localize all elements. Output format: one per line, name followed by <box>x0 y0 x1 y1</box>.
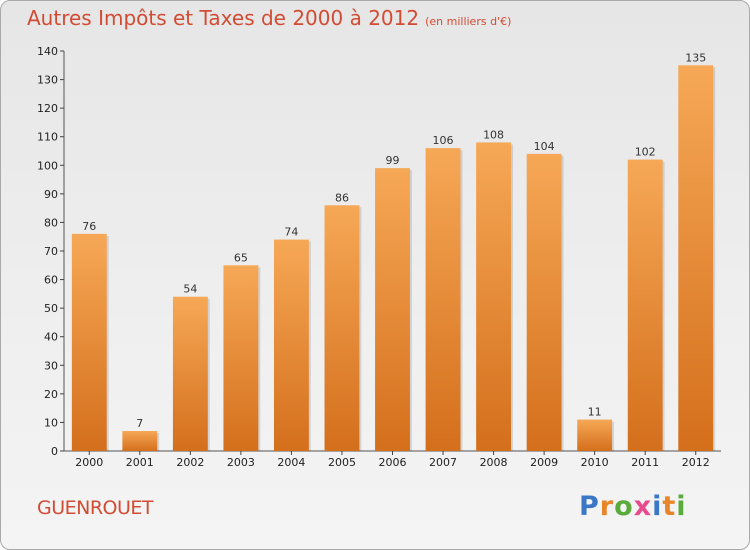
x-tick-label: 2009 <box>530 456 558 469</box>
bar-value-label: 102 <box>635 146 656 159</box>
bar <box>122 431 158 451</box>
logo-letter: o <box>614 491 634 522</box>
bar-value-label: 108 <box>483 128 504 141</box>
bar-value-label: 104 <box>534 140 555 153</box>
bar-value-label: 74 <box>284 226 298 239</box>
logo-letter: x <box>633 491 653 522</box>
logo-letter: r <box>599 491 615 522</box>
x-tick-label: 2005 <box>328 456 356 469</box>
bar-value-label: 99 <box>386 154 400 167</box>
x-tick-label: 2011 <box>631 456 659 469</box>
y-axis: 0 10 20 30 40 50 60 70 80 90 100 110 120 130 140 <box>37 45 65 458</box>
bar-value-label: 65 <box>234 251 248 264</box>
chart-title: Autres Impôts et Taxes de 2000 à 2012 (en… <box>27 6 511 30</box>
logo-letter: i <box>652 491 663 522</box>
x-tick-label: 2006 <box>379 456 407 469</box>
y-tick-label: 10 <box>44 416 58 429</box>
bar-value-label: 86 <box>335 191 349 204</box>
x-axis: 2000 2001 2002 2003 2004 2005 2006 2007 2008 2009… <box>64 450 721 469</box>
bars: 76 7 54 65 74 86 99 106 108 104 11 102 135 <box>71 51 716 452</box>
y-tick-label: 50 <box>44 302 58 315</box>
bar <box>273 239 309 451</box>
proxiti-logo: Proxiti <box>579 491 687 522</box>
bar <box>172 296 208 451</box>
bar <box>526 153 562 451</box>
x-tick-label: 2012 <box>682 456 710 469</box>
y-tick-label: 20 <box>44 388 58 401</box>
y-tick-label: 110 <box>37 131 58 144</box>
bar-value-label: 106 <box>433 134 454 147</box>
x-tick-label: 2004 <box>277 456 305 469</box>
logo-letter: t <box>662 491 677 522</box>
x-tick-label: 2010 <box>581 456 609 469</box>
bar <box>425 148 461 451</box>
bar-value-label: 11 <box>588 406 602 419</box>
x-tick-label: 2000 <box>75 456 103 469</box>
y-tick-label: 0 <box>51 445 58 458</box>
y-tick-label: 140 <box>37 45 58 58</box>
bar-value-label: 7 <box>136 417 143 430</box>
bar <box>71 233 107 451</box>
y-tick-label: 80 <box>44 216 58 229</box>
y-tick-label: 40 <box>44 331 58 344</box>
x-tick-label: 2007 <box>429 456 457 469</box>
bar <box>476 142 512 451</box>
y-tick-label: 130 <box>37 74 58 87</box>
bar <box>627 159 663 452</box>
y-tick-label: 100 <box>37 159 58 172</box>
y-tick-label: 120 <box>37 102 58 115</box>
bar <box>577 419 613 451</box>
bar-value-label: 54 <box>183 283 197 296</box>
x-tick-label: 2008 <box>480 456 508 469</box>
bar <box>223 265 259 451</box>
x-tick-label: 2003 <box>227 456 255 469</box>
bar <box>678 65 714 452</box>
y-tick-label: 90 <box>44 188 58 201</box>
bar <box>324 205 360 451</box>
logo-letter: P <box>579 491 600 522</box>
logo-letter: i <box>676 491 687 522</box>
bar-value-label: 135 <box>685 51 706 64</box>
chart-title-text: Autres Impôts et Taxes de 2000 à 2012 <box>27 6 420 30</box>
x-tick-label: 2002 <box>176 456 204 469</box>
chart-title-unit: (en milliers d'€) <box>425 15 512 28</box>
town-name: GUENROUET <box>37 497 154 519</box>
y-tick-label: 70 <box>44 245 58 258</box>
y-tick-label: 30 <box>44 359 58 372</box>
bar-value-label: 76 <box>82 220 96 233</box>
x-tick-label: 2001 <box>126 456 154 469</box>
bar <box>375 168 410 451</box>
y-tick-label: 60 <box>44 274 58 287</box>
